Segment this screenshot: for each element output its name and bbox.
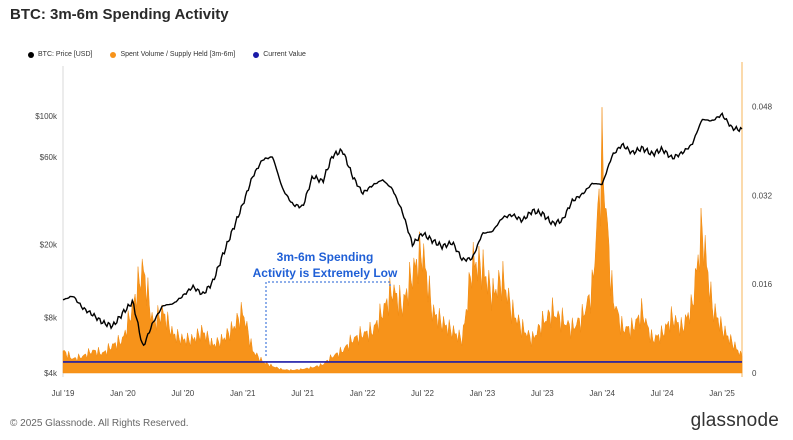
y-left-tick-label: $100k bbox=[35, 112, 58, 121]
x-tick-label: Jan '25 bbox=[709, 389, 735, 398]
x-tick-label: Jan '22 bbox=[350, 389, 376, 398]
spending-area bbox=[62, 107, 743, 374]
y-right-tick-label: 0.016 bbox=[752, 280, 773, 289]
x-tick-label: Jan '21 bbox=[230, 389, 256, 398]
y-left-tick-label: $4k bbox=[44, 369, 58, 378]
legend-dot-current-value bbox=[253, 51, 260, 58]
y-right-tick-label: 0.032 bbox=[752, 191, 773, 200]
y-left-tick-label: $20k bbox=[40, 241, 58, 250]
annotation-line-1: 3m-6m Spending bbox=[276, 250, 374, 264]
legend-label-spending: Spent Volume / Supply Held [3m-6m] bbox=[120, 51, 236, 58]
legend-item-price[interactable]: BTC: Price [USD] bbox=[28, 51, 92, 58]
annotation-line-2: Activity is Extremely Low bbox=[252, 266, 398, 280]
x-tick-label: Jul '20 bbox=[171, 389, 194, 398]
glassnode-logo: glassnode bbox=[690, 410, 779, 431]
y-left-tick-label: $8k bbox=[44, 314, 58, 323]
y-left-tick-label: $60k bbox=[40, 153, 58, 162]
legend-label-current-value: Current Value bbox=[263, 51, 306, 58]
x-tick-label: Jan '20 bbox=[110, 389, 136, 398]
legend-item-current-value[interactable]: Current Value bbox=[253, 51, 306, 58]
page-title: BTC: 3m-6m Spending Activity bbox=[10, 6, 229, 23]
legend-item-spending[interactable]: Spent Volume / Supply Held [3m-6m] bbox=[110, 51, 235, 58]
y-right-tick-label: 0 bbox=[752, 369, 757, 378]
y-right-tick-label: 0.048 bbox=[752, 102, 773, 111]
legend-dot-price bbox=[28, 51, 34, 58]
legend: BTC: Price [USD] Spent Volume / Supply H… bbox=[28, 51, 306, 58]
x-tick-label: Jul '19 bbox=[52, 389, 75, 398]
x-tick-label: Jul '21 bbox=[291, 389, 314, 398]
x-tick-label: Jul '24 bbox=[651, 389, 674, 398]
x-tick-label: Jul '23 bbox=[531, 389, 554, 398]
x-tick-label: Jan '23 bbox=[470, 389, 496, 398]
legend-label-price: BTC: Price [USD] bbox=[38, 51, 93, 58]
price-line bbox=[62, 112, 743, 347]
x-tick-label: Jan '24 bbox=[589, 389, 615, 398]
annotation-bracket bbox=[265, 281, 391, 356]
x-tick-label: Jul '22 bbox=[411, 389, 434, 398]
copyright-text: © 2025 Glassnode. All Rights Reserved. bbox=[10, 418, 189, 429]
legend-dot-spending bbox=[110, 51, 117, 58]
